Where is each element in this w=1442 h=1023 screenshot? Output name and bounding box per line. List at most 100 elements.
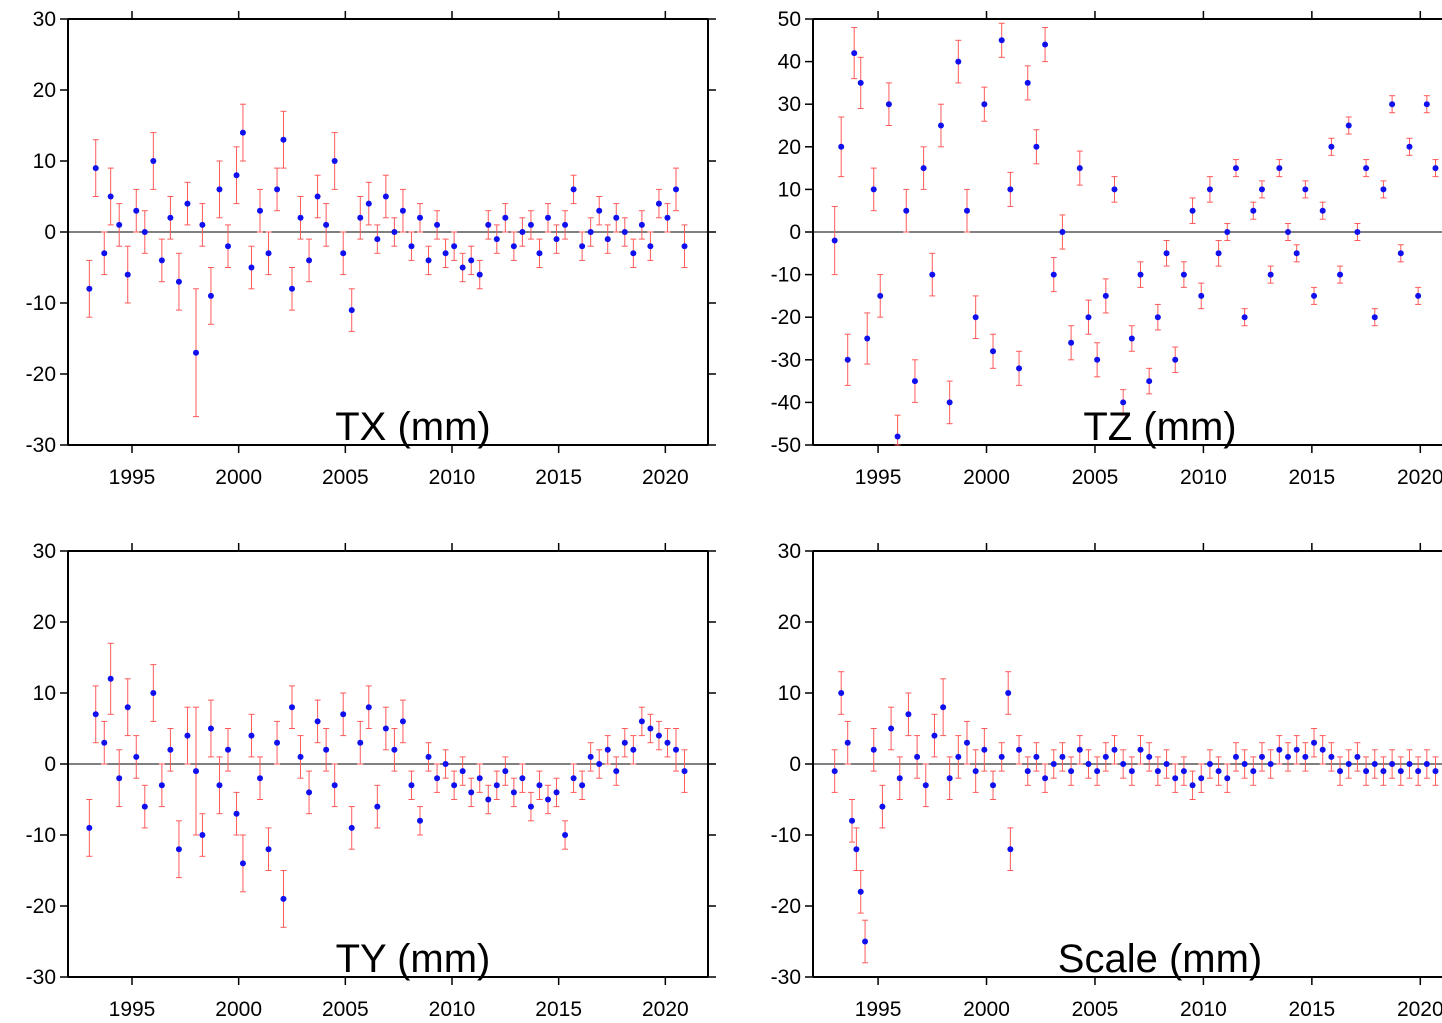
data-point — [141, 229, 148, 235]
data-point — [485, 796, 492, 803]
data-point — [199, 221, 206, 228]
data-point — [857, 79, 864, 86]
data-point — [1258, 753, 1265, 760]
data-point — [647, 725, 654, 732]
y-tick-label: 0 — [789, 753, 801, 776]
data-point — [451, 782, 458, 789]
y-tick-label: -10 — [26, 292, 56, 315]
data-point — [630, 250, 637, 257]
data-point — [408, 782, 415, 789]
data-point — [1406, 761, 1413, 767]
data-point — [638, 221, 645, 228]
data-point — [1042, 775, 1049, 782]
data-point — [1068, 768, 1075, 775]
data-point — [382, 193, 389, 200]
data-point — [1423, 761, 1430, 767]
data-point — [158, 257, 165, 264]
y-tick-label: -20 — [771, 306, 801, 329]
data-point — [485, 221, 492, 228]
data-point — [331, 158, 338, 164]
y-tick-label: 30 — [33, 540, 56, 563]
x-tick-label: 2010 — [1180, 466, 1227, 489]
data-point — [1389, 761, 1396, 767]
data-point — [920, 165, 927, 172]
data-point — [493, 782, 500, 789]
data-point — [1094, 356, 1101, 363]
y-tick-label: -30 — [26, 966, 56, 989]
data-point — [1319, 207, 1326, 214]
data-point — [417, 214, 423, 221]
data-point — [1128, 335, 1135, 342]
data-point — [1276, 746, 1283, 753]
data-point — [1102, 753, 1109, 760]
data-point — [1371, 761, 1378, 767]
data-point — [124, 704, 131, 711]
x-tick-label: 2005 — [322, 998, 369, 1021]
data-point — [570, 775, 577, 782]
data-point — [931, 732, 938, 739]
data-point — [417, 817, 423, 824]
data-point — [116, 221, 123, 228]
data-point — [1198, 292, 1205, 299]
data-point — [175, 278, 182, 285]
data-point — [1206, 761, 1213, 767]
data-point — [133, 207, 140, 214]
data-point — [562, 221, 569, 228]
y-tick-label: 10 — [33, 150, 56, 173]
data-point — [1007, 846, 1014, 853]
data-point — [1059, 229, 1066, 235]
data-point — [1345, 761, 1352, 767]
data-point — [306, 789, 313, 796]
data-point — [391, 746, 398, 753]
y-tick-label: 20 — [778, 611, 801, 634]
data-point — [981, 101, 988, 108]
data-point — [1293, 746, 1300, 753]
data-point — [289, 704, 295, 711]
data-point — [937, 122, 944, 129]
data-point — [193, 768, 199, 775]
data-point — [239, 129, 246, 136]
x-tick-label: 2015 — [535, 998, 582, 1021]
data-point — [425, 753, 432, 760]
data-point — [1232, 753, 1239, 760]
data-point — [382, 725, 389, 732]
data-point — [1206, 186, 1213, 193]
data-point — [1215, 768, 1222, 775]
data-point — [638, 718, 645, 725]
data-point — [239, 860, 246, 867]
data-point — [905, 711, 912, 718]
data-point — [519, 775, 526, 782]
data-point — [233, 810, 240, 817]
data-point — [1016, 746, 1023, 753]
data-point — [621, 739, 628, 746]
data-point — [1397, 768, 1404, 775]
data-point — [972, 314, 979, 321]
data-point — [141, 803, 148, 810]
data-point — [331, 782, 338, 789]
data-point — [587, 753, 594, 760]
data-point — [207, 292, 214, 299]
data-point — [314, 718, 321, 725]
data-point — [553, 236, 560, 243]
data-point — [844, 356, 851, 363]
data-point — [1005, 690, 1012, 696]
data-point — [225, 243, 231, 250]
data-point — [1406, 143, 1413, 150]
x-tick-label: 2010 — [1180, 998, 1227, 1021]
data-point — [274, 739, 281, 746]
data-point — [527, 803, 534, 810]
data-point — [248, 732, 255, 739]
data-point — [1371, 314, 1378, 321]
data-point — [1380, 768, 1387, 775]
y-tick-label: 20 — [33, 79, 56, 102]
data-point — [664, 739, 671, 746]
panel-title-tx: TX (mm) — [335, 405, 491, 449]
y-tick-label: 40 — [778, 51, 801, 74]
data-point — [1354, 229, 1361, 235]
data-point — [911, 378, 918, 385]
y-tick-label: -10 — [771, 824, 801, 847]
data-point — [340, 711, 347, 718]
data-point — [257, 207, 263, 214]
data-point — [545, 214, 551, 221]
data-point — [888, 725, 895, 732]
